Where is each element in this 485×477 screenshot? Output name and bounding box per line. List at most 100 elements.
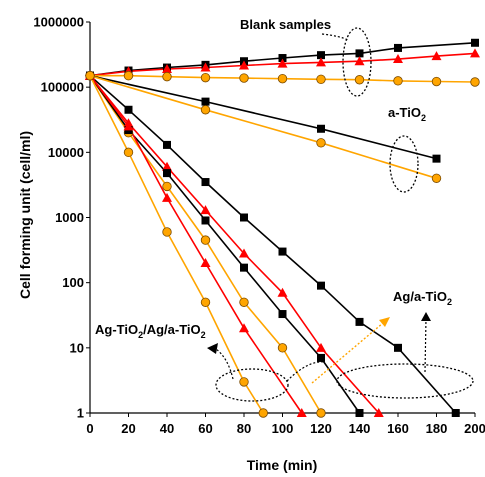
data-point-circle	[239, 73, 249, 83]
data-point-square	[278, 247, 287, 256]
cross-arrow-line	[311, 322, 384, 384]
y-tick-label: 100000	[41, 80, 84, 95]
x-tick-label: 60	[198, 421, 212, 436]
data-point-circle	[277, 73, 288, 84]
x-tick-label: 40	[160, 421, 174, 436]
data-point-square	[355, 49, 364, 58]
y-tick-label: 100	[62, 275, 84, 290]
data-point-circle	[431, 173, 442, 183]
series-4-line	[89, 74, 437, 180]
blank-samples-connector	[321, 33, 349, 41]
data-point-triangle	[200, 258, 211, 268]
series-10-line	[89, 75, 264, 414]
data-point-square	[317, 281, 325, 290]
data-point-circle	[239, 377, 249, 387]
x-tick-label: 80	[237, 421, 251, 436]
annotations: Blank samples a-TiO2 Ag/a-TiO2 Ag-TiO2/A…	[95, 17, 474, 402]
data-point-square	[451, 409, 460, 417]
series-9-line	[89, 75, 303, 414]
series-6-line	[89, 75, 380, 414]
data-point-circle	[200, 297, 211, 307]
x-axis-label: Time (min)	[247, 457, 318, 473]
x-tick-label: 140	[349, 421, 371, 436]
x-tick-label: 20	[121, 421, 135, 436]
x-ticks: 0 20 40 60 80 100 120 140 160 180 200	[86, 413, 485, 436]
data-point-triangle	[277, 58, 288, 68]
x-tick-label: 200	[464, 421, 485, 436]
data-point-triangle	[354, 56, 365, 66]
data-point-square	[394, 43, 402, 52]
data-point-triangle	[162, 161, 172, 171]
data-point-square	[201, 97, 210, 106]
data-point-square	[163, 140, 171, 149]
x-tick-label: 160	[387, 421, 409, 436]
ag-a-tio2-ellipse	[336, 363, 474, 399]
annotation-ag-tio2-ag-a-tio2: Ag-TiO2/Ag/a-TiO2	[95, 322, 206, 340]
data-point-square	[355, 409, 364, 417]
data-point-triangle	[162, 64, 172, 74]
data-point-circle	[162, 227, 172, 237]
data-point-square	[317, 124, 325, 133]
y-tick-label: 1000000	[33, 15, 84, 30]
data-point-square	[201, 216, 210, 225]
data-point-circle	[431, 76, 442, 87]
series-markers	[85, 38, 480, 418]
data-point-circle	[393, 76, 403, 86]
data-point-triangle	[200, 205, 211, 215]
series-lines	[89, 42, 476, 414]
ag-a-tio2-arrowhead	[421, 312, 431, 321]
data-point-square	[278, 54, 287, 63]
data-point-circle	[123, 70, 134, 81]
blank-samples-ellipse	[342, 27, 372, 97]
data-point-square	[201, 178, 210, 187]
data-point-circle	[200, 105, 211, 115]
data-point-square	[240, 263, 248, 272]
data-point-square	[355, 317, 364, 326]
data-point-triangle	[239, 248, 249, 258]
data-point-triangle	[239, 60, 249, 70]
x-tick-label: 180	[426, 421, 448, 436]
data-point-square	[163, 169, 171, 178]
data-point-triangle	[200, 62, 211, 72]
x-tick-label: 100	[272, 421, 294, 436]
a-tio2-ellipse	[389, 135, 419, 193]
data-point-square	[394, 343, 402, 352]
ag-tio2-ellipse	[215, 368, 289, 402]
data-point-circle	[277, 343, 288, 353]
y-ticks: 1 10 100 1000 10000 100000 1000000	[33, 15, 90, 421]
data-point-square	[317, 51, 325, 60]
ag-tio2-arrowhead	[207, 343, 218, 354]
data-point-triangle	[470, 48, 480, 58]
data-point-square	[278, 310, 287, 319]
data-point-triangle	[239, 323, 249, 333]
data-point-circle	[85, 70, 95, 81]
data-point-circle	[316, 74, 326, 85]
data-point-square	[317, 353, 325, 362]
data-point-triangle	[123, 121, 134, 131]
y-axis-label: Cell forming unit (cell/ml)	[17, 131, 33, 299]
data-point-square	[432, 154, 441, 163]
y-tick-label: 1	[77, 406, 84, 421]
data-point-triangle	[162, 192, 172, 202]
data-point-triangle	[393, 54, 403, 64]
data-point-circle	[354, 75, 365, 85]
series-3-line	[89, 74, 437, 160]
series-5-line	[89, 75, 457, 414]
data-point-square	[471, 38, 479, 47]
data-point-triangle	[277, 287, 288, 297]
x-tick-label: 120	[310, 421, 332, 436]
data-point-circle	[162, 181, 172, 192]
annotation-ag-a-tio2: Ag/a-TiO2	[393, 289, 452, 307]
data-point-square	[240, 213, 248, 222]
ag-tio2-connector	[215, 348, 234, 380]
ag-tio2-side-connector	[286, 361, 326, 382]
data-point-triangle	[431, 51, 442, 61]
cross-arrow-head	[379, 317, 390, 327]
data-point-circle	[239, 297, 249, 307]
y-tick-label: 10000	[48, 145, 84, 160]
data-point-triangle	[316, 342, 326, 352]
data-point-square	[124, 105, 133, 114]
annotation-blank-samples: Blank samples	[240, 17, 331, 32]
data-point-circle	[200, 235, 211, 245]
